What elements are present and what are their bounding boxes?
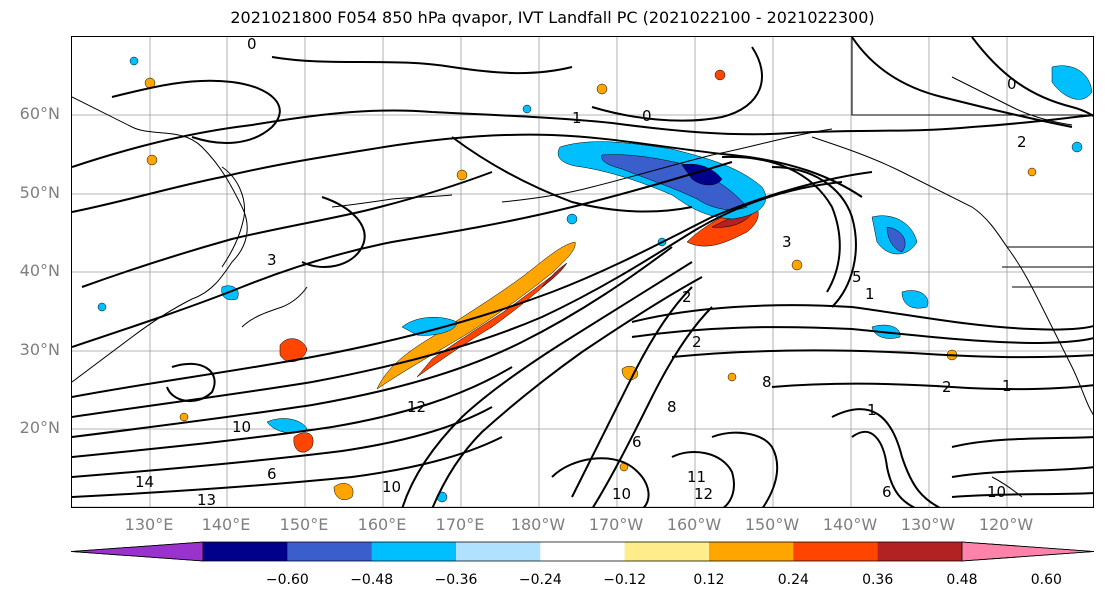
lon-label: 140°W — [822, 515, 878, 534]
colorbar-extend-high — [961, 541, 1095, 562]
contour-labels: 0 1 0 2 2 3 5 1 2 1 10 12 14 13 10 11 12… — [135, 37, 1027, 508]
colorbar-segment — [456, 542, 541, 561]
colorbar-segment — [540, 542, 626, 561]
contour-label: 1 — [572, 109, 582, 127]
lon-label: 170°W — [588, 515, 644, 534]
colorbar-tick-label: 0.60 — [1030, 572, 1062, 588]
contour-label: 10 — [987, 483, 1006, 501]
lat-label-30n: 30°N — [19, 340, 60, 359]
contour-label: 10 — [612, 485, 631, 503]
contour-label: 2 — [1017, 133, 1027, 151]
lon-label: 150°W — [744, 515, 800, 534]
qvapor-anomaly-fill — [97, 56, 1093, 503]
colorbar-outline — [70, 541, 1095, 562]
contour-label: 2 — [942, 378, 952, 396]
contour-label: 11 — [687, 468, 706, 486]
colorbar-segment — [793, 542, 879, 561]
contour-label: 6 — [267, 465, 277, 483]
contour-label: 1 — [1002, 377, 1012, 395]
colorbar-segment — [624, 542, 710, 561]
contour-label: 6 — [632, 433, 642, 451]
contour-label: 3 — [267, 251, 277, 269]
plot-title: 2021021800 F054 850 hPa qvapor, IVT Land… — [230, 8, 875, 27]
lon-label: 160°E — [357, 515, 407, 534]
colorbar-tick-label: 0.24 — [777, 572, 809, 588]
lon-label: 120°W — [978, 515, 1034, 534]
colorbar-segment — [709, 542, 794, 561]
contour-label: 14 — [135, 473, 154, 491]
contour-label: 8 — [667, 398, 677, 416]
lat-label-50n: 50°N — [19, 183, 60, 202]
colorbar-segment — [287, 542, 373, 561]
colorbar-segment — [371, 542, 457, 561]
coastlines — [72, 37, 1093, 498]
lon-label: 130°W — [900, 515, 956, 534]
colorbar-tick-label: −0.36 — [434, 572, 478, 588]
graticule — [72, 37, 1093, 507]
contour-label: 5 — [852, 268, 862, 286]
contour-label: 2 — [692, 333, 702, 351]
contour-label: 0 — [247, 37, 257, 53]
lon-label: 160°W — [666, 515, 722, 534]
lon-label: 150°E — [279, 515, 329, 534]
contour-label: 0 — [642, 107, 652, 125]
lon-label: 180°W — [510, 515, 566, 534]
contour-label: 6 — [882, 483, 892, 501]
map-panel: 0 1 0 2 2 3 5 1 2 1 10 12 14 13 10 11 12… — [71, 36, 1094, 508]
contour-label: 1 — [865, 285, 875, 303]
colorbar-tick-label: 0.36 — [862, 572, 894, 588]
lat-label-40n: 40°N — [19, 261, 60, 280]
lon-label: 170°E — [435, 515, 485, 534]
contour-label: 0 — [1007, 75, 1017, 93]
lon-label: 130°E — [124, 515, 174, 534]
contour-label: 8 — [762, 373, 772, 391]
contour-label: 10 — [232, 418, 251, 436]
colorbar-tick-label: 0.48 — [946, 572, 978, 588]
contour-label: 3 — [782, 233, 792, 251]
contour-label: 10 — [382, 478, 401, 496]
colorbar-tick-label: 0.12 — [693, 572, 725, 588]
lon-label: 140°E — [201, 515, 251, 534]
colorbar-extend-low — [70, 541, 204, 562]
contour-label: 12 — [694, 485, 713, 503]
contour-label: 13 — [197, 491, 216, 508]
contour-label: 1 — [867, 401, 877, 419]
colorbar — [70, 541, 1095, 562]
ivt-contours — [72, 37, 1093, 507]
colorbar-segment — [203, 542, 288, 561]
contour-label: 12 — [407, 398, 426, 416]
colorbar-segment — [877, 542, 963, 561]
contour-label: 2 — [682, 288, 692, 306]
colorbar-tick-label: −0.24 — [518, 572, 562, 588]
colorbar-tick-label: −0.60 — [265, 572, 309, 588]
map-canvas: 0 1 0 2 2 3 5 1 2 1 10 12 14 13 10 11 12… — [72, 37, 1093, 508]
colorbar-tick-label: −0.48 — [350, 572, 394, 588]
lat-label-20n: 20°N — [19, 418, 60, 437]
lat-label-60n: 60°N — [19, 104, 60, 123]
colorbar-tick-label: −0.12 — [603, 572, 647, 588]
